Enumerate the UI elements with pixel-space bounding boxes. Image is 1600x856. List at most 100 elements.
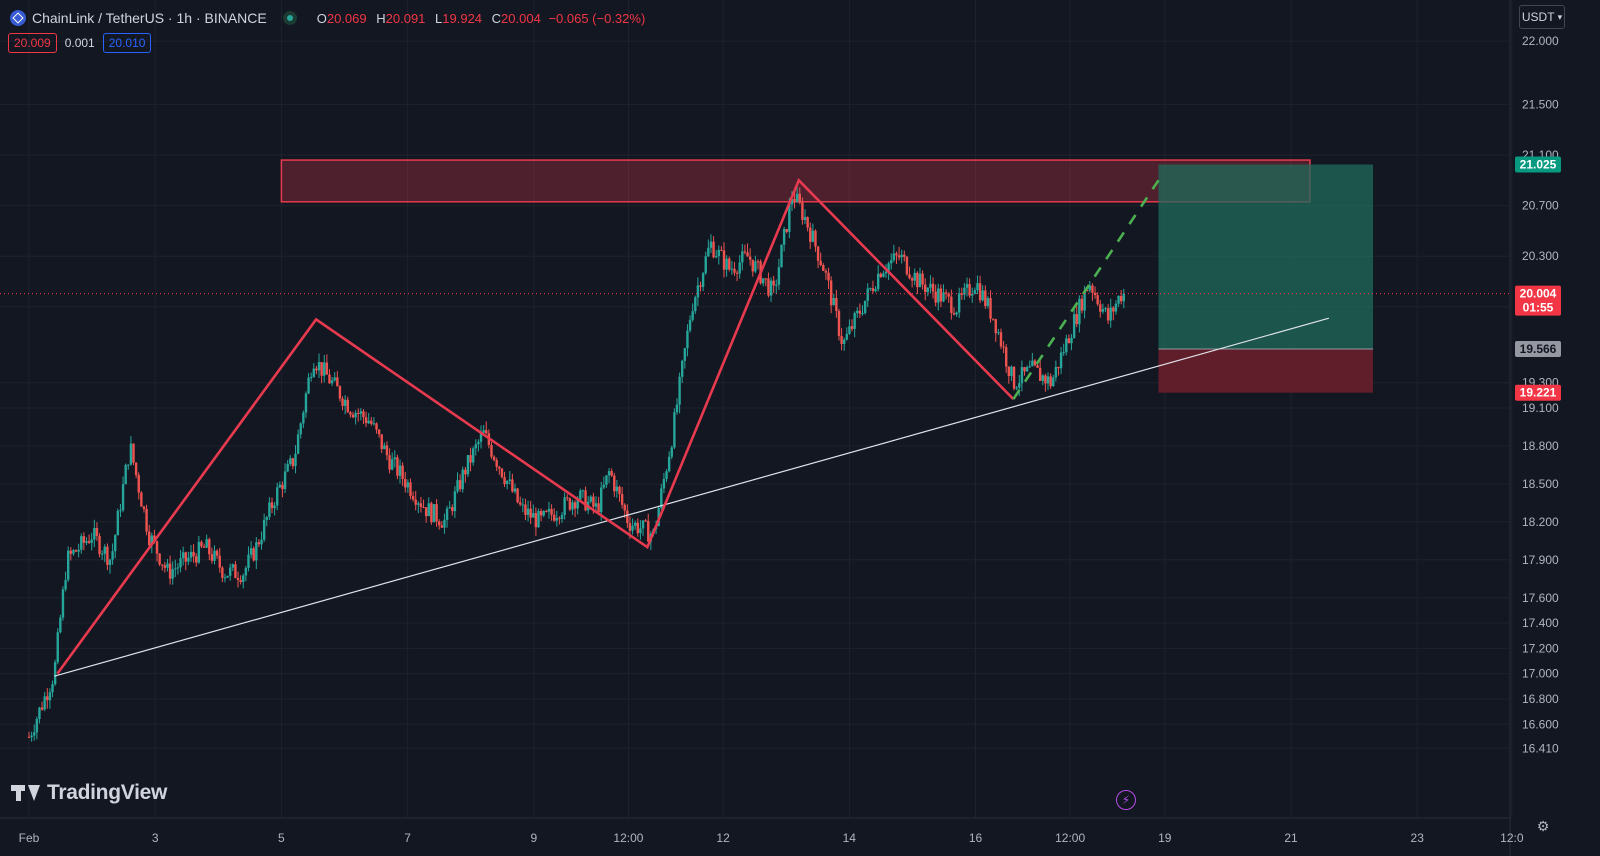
price-axis-label: 18.500 [1522, 477, 1559, 491]
resistance-zone[interactable] [280, 159, 1311, 203]
candle-body [1033, 360, 1037, 366]
candle-body [485, 430, 488, 434]
quote-buttons: 20.009 0.001 20.010 [8, 33, 152, 53]
candle-body [1057, 366, 1060, 369]
candle-body [795, 193, 799, 202]
candle-body [762, 278, 765, 284]
candle-body [490, 445, 493, 457]
candle-body [782, 228, 786, 245]
candle-body [1070, 337, 1073, 344]
candle-body [106, 546, 109, 565]
candle-body [370, 420, 373, 424]
candle-body [464, 469, 467, 475]
candle-body [273, 505, 276, 509]
candle-body [383, 445, 386, 450]
candle-body [1099, 304, 1102, 312]
candle-body [1086, 290, 1089, 292]
sell-button[interactable]: 20.009 [8, 33, 57, 53]
candle-body [529, 508, 532, 518]
candle-body [874, 289, 877, 292]
long-position-stop-zone[interactable] [1158, 349, 1374, 393]
candle-body [913, 272, 916, 281]
candle-body [748, 256, 752, 260]
currency-dropdown[interactable]: USDT ▾ [1519, 5, 1565, 29]
lightning-icon[interactable]: ⚡ [1116, 790, 1136, 810]
currency-label: USDT [1521, 10, 1555, 24]
candle-body [699, 285, 702, 287]
candle-body [832, 297, 835, 306]
candle-body [890, 260, 893, 264]
tradingview-logo[interactable]: TradingView [11, 781, 167, 805]
candle-body [181, 552, 185, 559]
candle-body [333, 377, 336, 381]
candle-body [357, 412, 360, 414]
candle-body [330, 380, 334, 384]
candle-body [780, 244, 783, 268]
candle-body [900, 254, 903, 258]
candle-body [35, 719, 39, 733]
candle-body [195, 556, 198, 563]
candle-body [440, 525, 444, 528]
candle-body [208, 539, 211, 555]
candle-body [482, 430, 485, 433]
candle-body [916, 272, 919, 288]
market-open-dot-icon[interactable] [282, 11, 297, 25]
close-value: 20.004 [501, 10, 541, 26]
candle-body [746, 252, 749, 257]
candle-body [461, 469, 464, 490]
candle-body [775, 284, 778, 286]
candle-body [189, 551, 193, 558]
candle-body [511, 479, 514, 492]
candle-body [1075, 314, 1078, 325]
symbol-legend[interactable]: ChainLink / TetherUS · 1h · BINANCE O 20.… [10, 8, 645, 28]
candle-body [56, 632, 59, 663]
candle-body [132, 443, 135, 463]
candle-body [558, 518, 561, 520]
time-axis-label: 12 [716, 831, 730, 845]
time-axis-label: 14 [843, 831, 857, 845]
candle-body [897, 255, 901, 258]
candle-body [1023, 367, 1026, 372]
candle-body [835, 297, 838, 312]
candle-body [686, 330, 689, 349]
candle-body [597, 503, 600, 513]
candle-body [495, 460, 498, 467]
candle-body [811, 230, 815, 242]
candle-body [1091, 285, 1094, 293]
buy-button[interactable]: 20.010 [102, 33, 152, 53]
candle-body [435, 504, 438, 522]
candle-body [1036, 365, 1039, 368]
candle-body [406, 482, 410, 488]
time-axis[interactable]: Feb 3 5 7 9 12:00 12 14 16 12:00 19 21 23 12:0 [19, 831, 1524, 845]
projection-path[interactable] [1012, 179, 1160, 400]
candle-body [147, 531, 151, 546]
price-axis-label: 17.600 [1522, 591, 1559, 605]
candle-body [72, 550, 75, 554]
gear-icon[interactable]: ⚙ [1536, 817, 1550, 834]
candle-body [500, 468, 504, 478]
candle-body [414, 499, 417, 505]
symbol-name[interactable]: ChainLink / TetherUS · 1h · BINANCE [32, 10, 267, 26]
long-position-target-zone[interactable] [1158, 164, 1374, 350]
candle-body [793, 198, 796, 202]
candle-body [479, 432, 483, 442]
candle-body [27, 736, 31, 738]
candle-body [931, 283, 935, 292]
candle-body [1015, 387, 1018, 389]
candle-body [986, 297, 990, 307]
candle-body [137, 475, 140, 493]
candle-body [362, 411, 365, 418]
high-label: H [376, 10, 386, 26]
candle-body [257, 542, 261, 545]
candle-body [1104, 308, 1107, 310]
zigzag-pattern[interactable] [56, 177, 1015, 675]
candle-body [503, 477, 506, 485]
candle-body [69, 550, 73, 554]
trendline[interactable] [54, 317, 1330, 677]
open-label: O [316, 10, 327, 26]
candle-body [124, 465, 127, 485]
candle-body [741, 251, 744, 263]
chainlink-icon [10, 10, 26, 26]
svg-text:01:55: 01:55 [1523, 301, 1554, 315]
